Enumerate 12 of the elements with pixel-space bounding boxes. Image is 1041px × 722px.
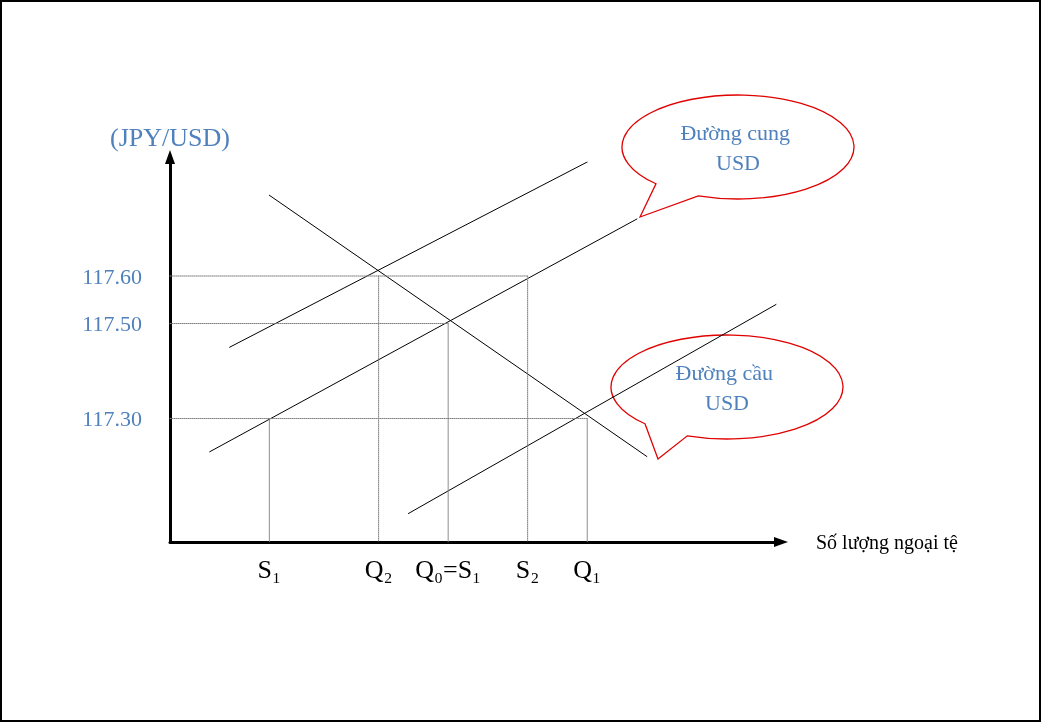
x-tick-label: S₂: [515, 554, 540, 584]
annotation: Đường cung USD: [680, 119, 796, 175]
x-tick-label: Q₀=S₁: [415, 554, 482, 584]
y-axis-title: (JPY/USD): [110, 122, 230, 152]
y-tick-label: 117.50: [82, 311, 142, 336]
y-tick-label: 117.60: [82, 263, 142, 289]
x-tick-label: Q₂: [364, 554, 393, 584]
x-tick-label: S₁: [257, 554, 282, 584]
x-tick-label: Q₁: [573, 554, 602, 584]
x-axis-title: Số lượng ngoại tệ: [816, 531, 959, 554]
y-tick-label: 117.30: [82, 406, 142, 431]
annotation: Đường cầu USD: [675, 359, 779, 415]
